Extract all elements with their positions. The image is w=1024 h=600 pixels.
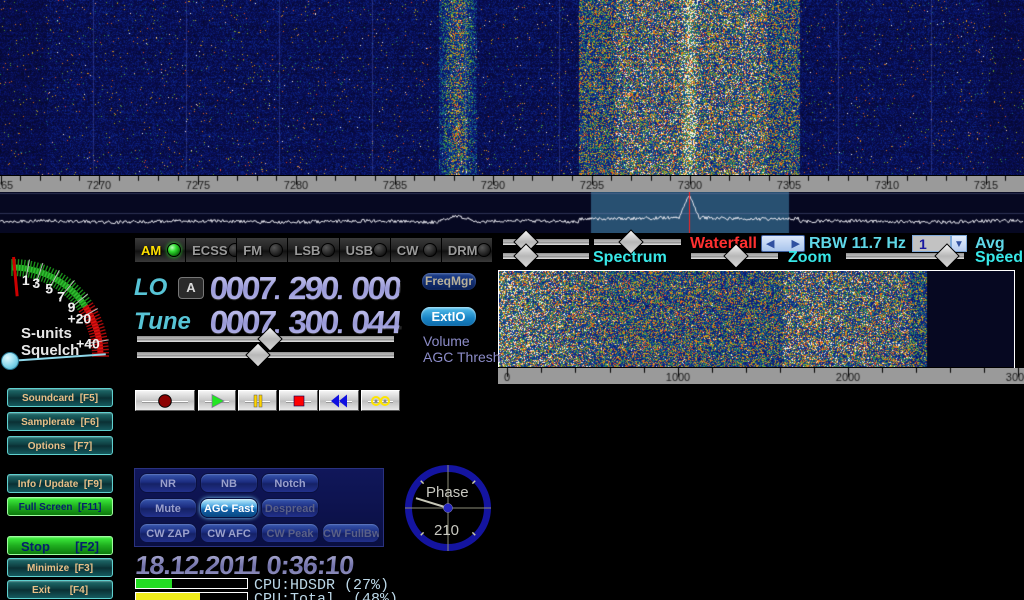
- svg-text:1: 1: [22, 272, 30, 288]
- svg-text:+40: +40: [76, 335, 100, 351]
- svg-text:5: 5: [45, 281, 53, 297]
- svg-text:3: 3: [32, 275, 40, 291]
- svg-text:7: 7: [57, 289, 65, 305]
